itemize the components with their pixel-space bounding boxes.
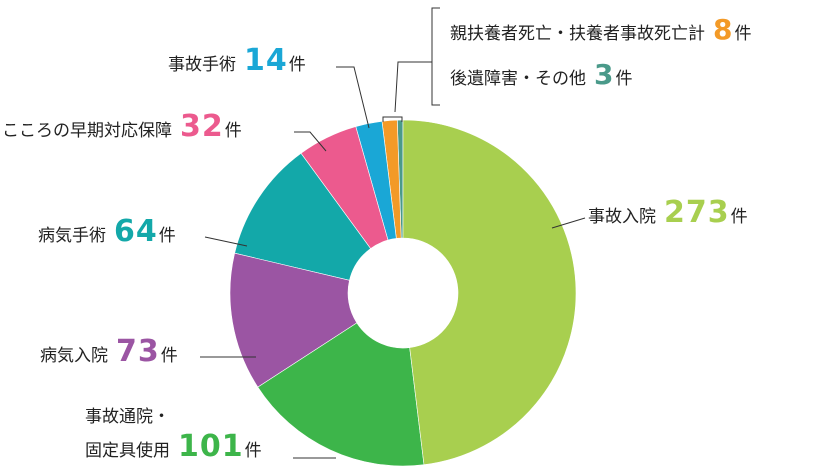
- slice-label: 事故通院・ 固定具使用 101件: [85, 400, 262, 468]
- donut-slice: [355, 120, 397, 241]
- value-label: 101: [178, 429, 244, 464]
- donut-slice: [257, 322, 425, 467]
- slice-label: 事故入院 273件: [588, 195, 748, 234]
- leader-line: [394, 61, 432, 113]
- category-label: 事故通院・ 固定具使用: [85, 407, 170, 461]
- leader-lines: [200, 7, 586, 459]
- value-label: 14: [244, 43, 288, 78]
- unit-label: 件: [615, 69, 633, 89]
- category-label: 病気手術: [38, 226, 106, 246]
- donut-slice: [300, 126, 389, 249]
- slice-label: 病気入院 73件: [40, 334, 178, 373]
- leader-line: [551, 217, 586, 229]
- slice-label: こころの早期対応保障 32件: [2, 109, 242, 148]
- slice-label: 事故手術 14件: [168, 43, 306, 82]
- leader-line: [204, 236, 248, 247]
- slice-label: 後遺障害・その他 3件: [450, 58, 632, 96]
- category-label: 事故入院: [588, 207, 656, 227]
- value-label: 73: [116, 334, 160, 369]
- category-label: 後遺障害・その他: [450, 69, 586, 89]
- unit-label: 件: [224, 121, 242, 141]
- slice-label: 親扶養者死亡・扶養者事故死亡計 8件: [450, 13, 751, 51]
- unit-label: 件: [158, 226, 176, 246]
- donut-slice: [381, 119, 402, 239]
- category-label: こころの早期対応保障: [2, 121, 172, 141]
- value-label: 8: [713, 13, 734, 46]
- slice-label: 病気手術 64件: [38, 214, 176, 253]
- unit-label: 件: [730, 207, 748, 227]
- unit-label: 件: [734, 24, 752, 44]
- bracket: [382, 116, 403, 122]
- donut-slice: [229, 252, 358, 388]
- leader-line: [336, 66, 370, 129]
- value-label: 273: [664, 195, 730, 230]
- unit-label: 件: [288, 55, 306, 75]
- donut-slice: [402, 119, 577, 466]
- category-label: 親扶養者死亡・扶養者事故死亡計: [450, 24, 705, 44]
- value-label: 32: [180, 109, 224, 144]
- bracket: [431, 7, 440, 106]
- unit-label: 件: [160, 346, 178, 366]
- unit-label: 件: [244, 441, 262, 461]
- donut-slice: [234, 152, 371, 281]
- category-label: 事故手術: [168, 55, 236, 75]
- value-label: 3: [594, 58, 615, 91]
- value-label: 64: [114, 214, 158, 249]
- leader-line: [294, 131, 327, 152]
- category-label: 病気入院: [40, 346, 108, 366]
